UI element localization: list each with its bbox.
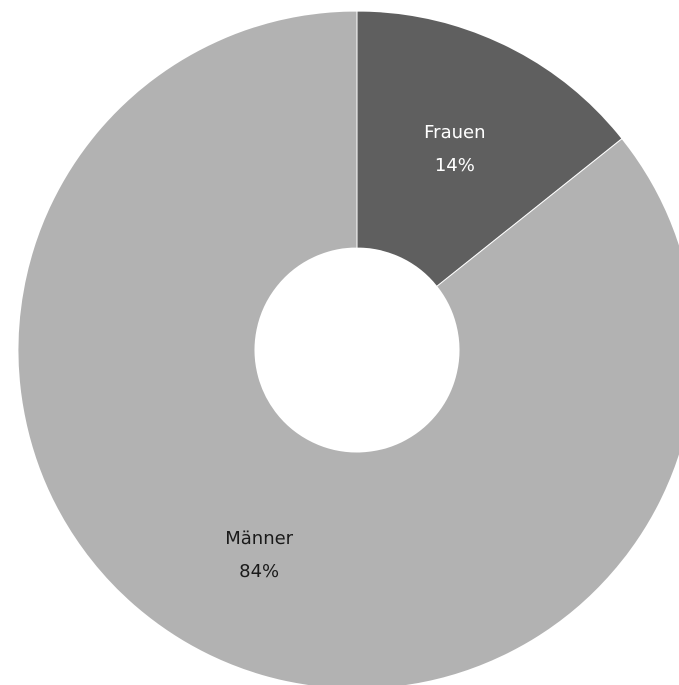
slice-labels: Frauen 14% Männer 84% bbox=[225, 122, 485, 582]
slice-männer bbox=[17, 10, 679, 685]
slice-label-männer: Männer bbox=[225, 528, 293, 549]
slice-value-männer: 84% bbox=[239, 561, 279, 582]
donut-slices bbox=[17, 10, 679, 685]
slice-label-frauen: Frauen bbox=[424, 122, 485, 143]
slice-frauen bbox=[356, 10, 623, 288]
slice-value-frauen: 14% bbox=[435, 155, 475, 176]
